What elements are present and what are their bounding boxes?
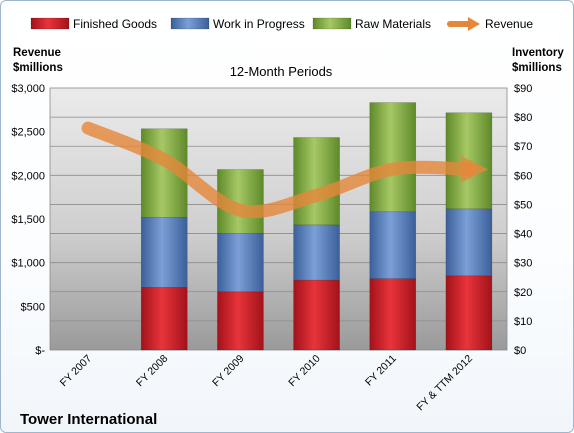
right-tick-label: $10 <box>514 316 532 328</box>
right-tick-label: $20 <box>514 287 532 299</box>
bar-finished-goods <box>445 275 493 351</box>
legend-swatch-finished-goods <box>30 17 70 30</box>
right-axis-ticks: $0 $10 $20 $30 $40 $50 $60 $70 $80 $90 <box>514 83 532 357</box>
left-tick-label: $500 <box>21 301 45 313</box>
bar-work-in-progress <box>140 217 188 288</box>
right-tick-label: $80 <box>514 112 532 124</box>
legend-swatch-work-in-progress <box>170 17 210 30</box>
bar-work-in-progress <box>369 211 417 279</box>
x-tick-label: FY 2010 <box>286 353 323 390</box>
right-tick-label: $40 <box>514 229 532 241</box>
right-tick-label: $60 <box>514 170 532 182</box>
x-tick-label: FY 2011 <box>363 353 399 389</box>
bar-finished-goods <box>217 291 264 351</box>
revenue-series <box>81 121 489 219</box>
legend: Finished Goods Work in Progress Raw Materi… <box>30 17 533 31</box>
bar-work-in-progress <box>293 224 340 281</box>
x-tick-label: FY 2009 <box>210 353 247 390</box>
right-tick-label: $30 <box>514 258 532 270</box>
bar-finished-goods <box>140 287 188 351</box>
right-tick-label: $0 <box>514 345 526 357</box>
legend-arrow-revenue <box>468 17 480 31</box>
chart-title: 12-Month Periods <box>230 64 333 79</box>
legend-label: Raw Materials <box>355 17 431 31</box>
left-tick-label: $1,000 <box>11 258 45 270</box>
bar-raw-materials <box>369 102 417 213</box>
left-tick-label: $1,500 <box>11 214 45 226</box>
x-tick-label: FY 2008 <box>134 353 171 390</box>
left-axis-ticks: $- $500 $1,000 $1,500 $2,000 $2,500 $3,000 <box>11 83 45 357</box>
bar-raw-materials <box>445 112 493 210</box>
bar-finished-goods <box>369 278 417 351</box>
left-axis-label-line1: Revenue <box>13 47 61 59</box>
right-axis-label-line2: $millions <box>512 62 562 74</box>
plot-area <box>49 87 508 351</box>
x-axis-ticks: FY 2007 FY 2008 FY 2009 FY 2010 FY 2011 FY & … <box>58 353 475 414</box>
bar-raw-materials <box>293 137 340 226</box>
right-tick-label: $50 <box>514 199 532 211</box>
bar-work-in-progress <box>445 208 493 277</box>
legend-label: Finished Goods <box>73 17 157 31</box>
legend-label: Revenue <box>485 17 533 31</box>
bar-finished-goods <box>293 279 340 351</box>
x-tick-label: FY & TTM 2012 <box>414 353 475 414</box>
legend-label: Work in Progress <box>213 17 305 31</box>
revenue-line <box>81 121 489 219</box>
left-tick-label: $3,000 <box>11 83 45 95</box>
x-tick-label: FY 2007 <box>58 353 95 390</box>
right-tick-label: $70 <box>514 141 532 153</box>
left-axis-label-line2: $millions <box>13 62 63 74</box>
bar-work-in-progress <box>217 233 264 293</box>
left-tick-label: $2,500 <box>11 127 45 139</box>
left-tick-label: $- <box>35 345 45 357</box>
company-name: Tower International <box>20 411 157 428</box>
left-tick-label: $2,000 <box>11 170 45 182</box>
right-axis-label-line1: Inventory <box>512 47 564 59</box>
legend-swatch-raw-materials <box>312 17 352 30</box>
right-tick-label: $90 <box>514 83 532 95</box>
